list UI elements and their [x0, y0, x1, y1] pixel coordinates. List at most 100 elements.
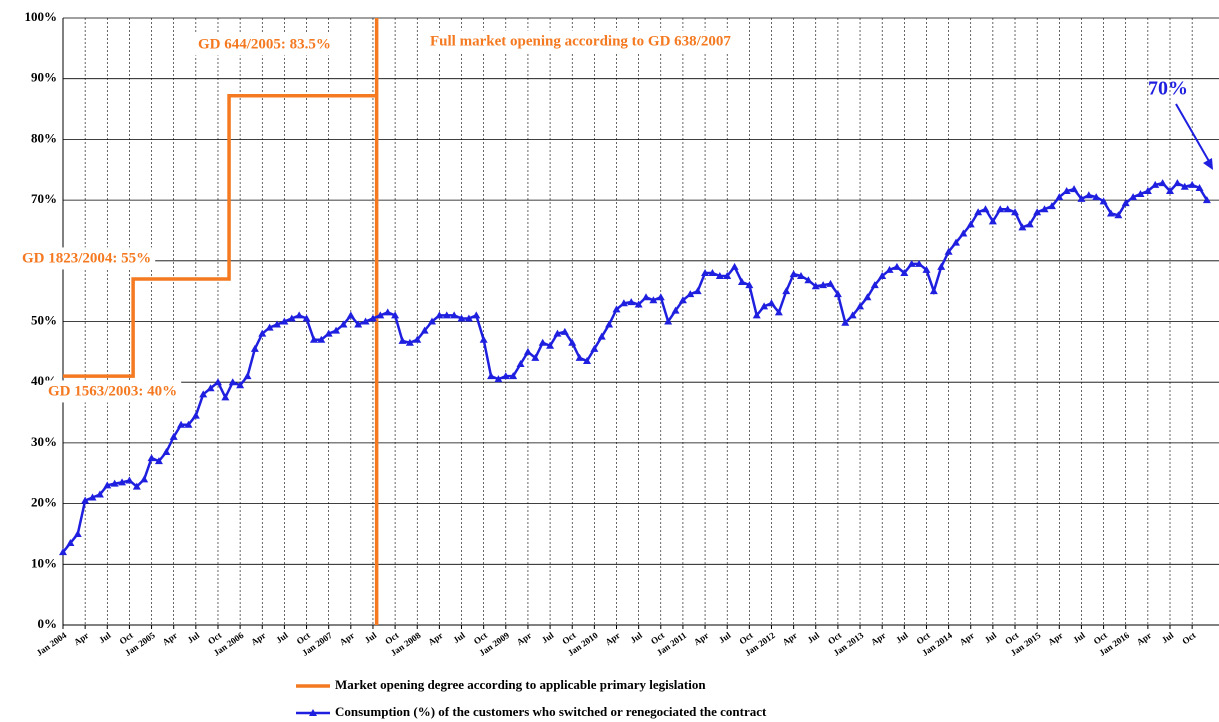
- marker: [199, 390, 208, 398]
- marker: [309, 335, 318, 343]
- x-tick-label: Apr: [338, 630, 356, 647]
- marker: [612, 305, 621, 313]
- marker: [922, 265, 931, 273]
- x-tick-label: Apr: [515, 630, 533, 647]
- annotation-bg: [44, 380, 182, 403]
- marker: [1180, 182, 1189, 190]
- x-tick-label: Jul: [1071, 630, 1087, 645]
- marker: [339, 320, 348, 328]
- marker: [1129, 193, 1138, 201]
- marker: [140, 475, 149, 483]
- annotation: 70%: [1148, 78, 1188, 100]
- x-tick-label: Apr: [781, 630, 799, 647]
- marker: [250, 344, 259, 352]
- y-tick-label: 100%: [25, 9, 58, 24]
- marker: [1195, 183, 1204, 191]
- marker: [442, 311, 451, 319]
- marker: [332, 326, 341, 334]
- marker: [501, 372, 510, 380]
- arrow-head: [1203, 158, 1213, 170]
- marker: [878, 271, 887, 279]
- marker: [258, 329, 267, 337]
- marker: [1121, 199, 1130, 207]
- marker: [59, 548, 67, 556]
- marker: [701, 268, 710, 276]
- marker: [678, 296, 687, 304]
- marker: [1018, 223, 1027, 231]
- marker: [383, 308, 392, 316]
- marker: [428, 317, 436, 325]
- marker: [937, 262, 946, 270]
- x-tick-label: Apr: [249, 630, 267, 647]
- marker: [147, 454, 156, 462]
- marker: [413, 335, 422, 343]
- marker: [531, 353, 540, 361]
- step-line: [63, 18, 379, 625]
- marker: [1143, 186, 1152, 194]
- marker: [376, 311, 385, 319]
- x-tick-label: Apr: [426, 630, 444, 647]
- marker: [405, 338, 414, 346]
- marker: [243, 372, 252, 380]
- marker: [892, 262, 901, 270]
- marker: [368, 314, 377, 322]
- marker: [1055, 193, 1064, 201]
- marker: [287, 314, 296, 322]
- marker: [1047, 202, 1056, 210]
- marker: [885, 265, 894, 273]
- marker: [723, 271, 732, 279]
- marker: [346, 311, 355, 319]
- marker: [774, 308, 783, 316]
- marker: [752, 311, 761, 319]
- x-tick-label: Apr: [72, 630, 90, 647]
- marker: [619, 299, 628, 307]
- marker: [841, 318, 850, 326]
- marker: [206, 384, 215, 392]
- marker: [66, 539, 75, 547]
- marker: [81, 496, 90, 504]
- y-tick-label: 50%: [31, 312, 57, 327]
- marker: [391, 311, 400, 319]
- marker: [575, 353, 584, 361]
- marker: [184, 420, 193, 428]
- marker: [110, 479, 119, 487]
- marker: [1025, 220, 1034, 228]
- marker: [1114, 211, 1123, 219]
- marker: [236, 381, 245, 389]
- x-tick-label: Apr: [1135, 630, 1153, 647]
- y-tick-label: 20%: [31, 495, 57, 510]
- x-tick-label: Apr: [692, 630, 710, 647]
- marker: [273, 320, 282, 328]
- x-tick-label: Jul: [97, 630, 113, 645]
- marker: [1158, 179, 1167, 187]
- x-tick-label: Apr: [603, 630, 621, 647]
- marker: [553, 329, 562, 337]
- marker: [833, 290, 842, 298]
- marker: [213, 378, 222, 386]
- marker: [221, 393, 230, 401]
- marker: [162, 448, 171, 456]
- marker: [797, 271, 805, 279]
- marker: [907, 259, 916, 267]
- x-tick-label: Jul: [363, 630, 379, 645]
- marker: [1011, 208, 1020, 216]
- marker: [811, 282, 820, 290]
- marker: [95, 490, 104, 498]
- marker: [88, 493, 97, 501]
- marker: [981, 205, 990, 213]
- annotation: GD 1823/2004: 55%: [22, 250, 151, 266]
- marker: [1077, 194, 1086, 202]
- marker: [745, 281, 754, 289]
- annotation-arrow: [1175, 103, 1211, 164]
- marker: [1062, 186, 1071, 194]
- marker: [974, 208, 983, 216]
- x-tick-label: Apr: [1046, 630, 1064, 647]
- marker: [516, 359, 525, 367]
- marker: [509, 372, 518, 380]
- x-tick-label: Jul: [1160, 630, 1176, 645]
- marker: [819, 281, 828, 289]
- annotation-bg: [18, 247, 156, 270]
- x-tick-label: Jul: [186, 630, 202, 645]
- marker: [125, 476, 134, 484]
- marker: [154, 457, 163, 465]
